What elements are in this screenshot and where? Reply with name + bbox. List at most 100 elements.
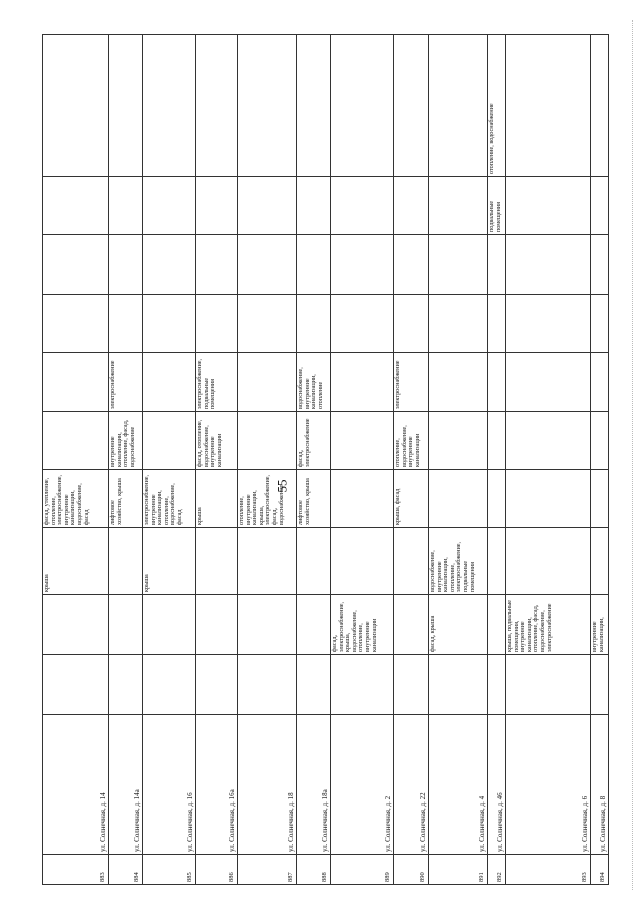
work-type-cell: крыша bbox=[195, 469, 238, 528]
work-type-cell bbox=[330, 411, 394, 470]
table-row: 885 ул. Солнечная, д. 16 крыша электроснабж… bbox=[142, 34, 196, 885]
work-type-cell bbox=[108, 34, 143, 177]
work-type-cell bbox=[590, 352, 609, 412]
work-type-cell bbox=[330, 469, 394, 528]
work-type-cell bbox=[428, 176, 488, 235]
work-type-cell bbox=[487, 654, 506, 715]
work-type-cell: крыша, фасад bbox=[393, 469, 429, 528]
work-type-cell bbox=[590, 411, 609, 470]
work-type-cell bbox=[505, 654, 591, 715]
work-type-cell bbox=[296, 176, 331, 235]
row-number: 892 bbox=[487, 854, 506, 885]
work-type-cell: отопление, водоснабжение, внутренние кан… bbox=[393, 411, 429, 470]
work-type-cell bbox=[108, 176, 143, 235]
work-type-cell bbox=[296, 594, 331, 655]
work-type-cell bbox=[428, 234, 488, 295]
work-type-cell bbox=[393, 294, 429, 353]
work-type-cell bbox=[142, 294, 196, 353]
rotated-table: 883 ул. Солнечная, д. 14 крыша фасад, утепл… bbox=[42, 34, 609, 885]
work-type-cell bbox=[428, 411, 488, 470]
table-row: 883 ул. Солнечная, д. 14 крыша фасад, утепл… bbox=[42, 34, 109, 885]
address-cell: ул. Солнечная, д. 18а bbox=[296, 714, 331, 855]
work-type-cell bbox=[42, 294, 109, 353]
work-type-cell: фасад, электроснабжение, крыша, водоснаб… bbox=[330, 594, 394, 655]
work-type-cell bbox=[195, 34, 238, 177]
work-type-cell bbox=[487, 234, 506, 295]
work-type-cell bbox=[142, 654, 196, 715]
work-type-cell bbox=[330, 527, 394, 595]
work-type-cell bbox=[195, 594, 238, 655]
work-type-cell: электроснабжение, внутренние канализации… bbox=[142, 469, 196, 528]
work-type-cell bbox=[108, 594, 143, 655]
work-type-cell bbox=[330, 654, 394, 715]
address-cell: ул. Солнечная, д. 2 bbox=[330, 714, 394, 855]
work-type-cell bbox=[393, 176, 429, 235]
work-type-cell bbox=[237, 654, 297, 715]
work-type-cell: водоснабжение, внутренние канализации, о… bbox=[296, 352, 331, 412]
table-row: 887 ул. Солнечная, д. 18 отопление, внутре… bbox=[237, 34, 297, 885]
work-type-cell bbox=[296, 34, 331, 177]
table-row: 892 ул. Солнечная, д. 46 подвальные помеще… bbox=[487, 34, 506, 885]
work-type-cell bbox=[237, 34, 297, 177]
work-type-cell bbox=[428, 469, 488, 528]
work-type-cell bbox=[487, 469, 506, 528]
work-type-cell bbox=[42, 594, 109, 655]
work-type-cell bbox=[393, 234, 429, 295]
work-type-cell bbox=[330, 234, 394, 295]
address-works-table: 883 ул. Солнечная, д. 14 крыша фасад, утепл… bbox=[42, 34, 609, 885]
work-type-cell bbox=[142, 352, 196, 412]
work-type-cell bbox=[142, 234, 196, 295]
address-cell: ул. Солнечная, д. 14а bbox=[108, 714, 143, 855]
work-type-cell bbox=[42, 34, 109, 177]
work-type-cell bbox=[505, 469, 591, 528]
work-type-cell: отопление, внутренние канализации, крыша… bbox=[237, 469, 297, 528]
work-type-cell: крыша, подвальные помещения, внутренние … bbox=[505, 594, 591, 655]
work-type-cell bbox=[42, 654, 109, 715]
row-number: 894 bbox=[590, 854, 609, 885]
work-type-cell: электроснабжение bbox=[108, 352, 143, 412]
work-type-cell bbox=[42, 352, 109, 412]
address-cell: ул. Солнечная, д. 6 bbox=[505, 714, 591, 855]
work-type-cell: крыша bbox=[142, 527, 196, 595]
work-type-cell bbox=[195, 654, 238, 715]
work-type-cell bbox=[237, 352, 297, 412]
table-row: 891 ул. Солнечная, д. 4 фасад, крыша водосн… bbox=[428, 34, 488, 885]
address-cell: ул. Солнечная, д. 16 bbox=[142, 714, 196, 855]
work-type-cell bbox=[330, 352, 394, 412]
work-type-cell bbox=[108, 294, 143, 353]
address-cell: ул. Солнечная, д. 22 bbox=[393, 714, 429, 855]
row-number: 890 bbox=[393, 854, 429, 885]
work-type-cell bbox=[487, 594, 506, 655]
work-type-cell bbox=[142, 34, 196, 177]
work-type-cell bbox=[237, 527, 297, 595]
table-row: 889 ул. Солнечная, д. 2 фасад, электроснаб… bbox=[330, 34, 394, 885]
row-number: 883 bbox=[42, 854, 109, 885]
address-cell: ул. Солнечная, д. 46 bbox=[487, 714, 506, 855]
work-type-cell bbox=[330, 294, 394, 353]
work-type-cell bbox=[487, 411, 506, 470]
work-type-cell: внутренние канализации, bbox=[590, 594, 609, 655]
work-type-cell: электроснабжение, подвальные помещения bbox=[195, 352, 238, 412]
table-row: 894 ул. Солнечная, д. 8 внутренние канализ… bbox=[590, 34, 609, 885]
work-type-cell bbox=[237, 176, 297, 235]
work-type-cell bbox=[505, 527, 591, 595]
work-type-cell bbox=[108, 527, 143, 595]
work-type-cell bbox=[590, 527, 609, 595]
work-type-cell bbox=[428, 34, 488, 177]
work-type-cell bbox=[428, 352, 488, 412]
work-type-cell bbox=[487, 527, 506, 595]
work-type-cell: лифтовое хозяйство, крыша bbox=[296, 469, 331, 528]
table-row: 886 ул. Солнечная, д. 16а крыша фасад, отоп… bbox=[195, 34, 238, 885]
work-type-cell: фасад, крыша bbox=[428, 594, 488, 655]
work-type-cell: внутренние канализации, отопление, фасад… bbox=[108, 411, 143, 470]
table-row: 888 ул. Солнечная, д. 18а лифтовое хозяйст… bbox=[296, 34, 331, 885]
work-type-cell: электроснабжение bbox=[393, 352, 429, 412]
row-number: 889 bbox=[330, 854, 394, 885]
work-type-cell bbox=[42, 411, 109, 470]
table-row: 884 ул. Солнечная, д. 14а лифтовое хозяйст… bbox=[108, 34, 143, 885]
work-type-cell bbox=[237, 594, 297, 655]
address-cell: ул. Солнечная, д. 14 bbox=[42, 714, 109, 855]
work-type-cell bbox=[590, 34, 609, 177]
work-type-cell bbox=[108, 654, 143, 715]
work-type-cell bbox=[108, 234, 143, 295]
